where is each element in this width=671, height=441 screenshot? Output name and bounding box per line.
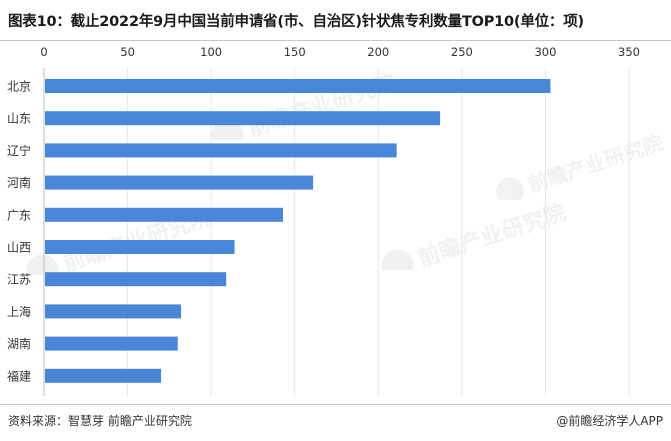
x-tick-label-350: 350 (618, 45, 640, 59)
x-tick-label-300: 300 (534, 45, 556, 59)
y-category-label: 河南 (7, 175, 31, 190)
x-tick-label-150: 150 (284, 45, 306, 59)
bar-北京 (45, 79, 551, 93)
x-tick-label-50: 50 (120, 45, 135, 59)
bar-chart: 0 50 100 150 200 250 300 350 北京山东辽宁河南广东山西江苏上海湖南福… (7, 45, 640, 396)
title-divider (0, 40, 671, 41)
y-category-label: 福建 (7, 368, 31, 383)
source-note: 资料来源：智慧芽 前瞻产业研究院 (8, 414, 192, 428)
brand-credit: @前瞻经济学人APP (556, 412, 663, 429)
bar-广东 (45, 207, 284, 222)
y-category-label: 北京 (7, 80, 31, 94)
x-tick-label-200: 200 (367, 45, 389, 59)
brand-text: @前瞻经济学人APP (556, 414, 663, 428)
bar-辽宁 (45, 143, 397, 158)
bar-江苏 (45, 272, 227, 287)
bar-山西 (45, 240, 235, 254)
bar-湖南 (45, 336, 178, 351)
y-category-label: 江苏 (7, 273, 31, 287)
y-category-label: 辽宁 (7, 143, 31, 158)
y-category-label: 山东 (7, 112, 31, 126)
y-category-label: 广东 (7, 208, 31, 222)
y-category-label: 湖南 (7, 336, 31, 351)
footer-divider (0, 404, 671, 405)
y-category-label: 上海 (7, 304, 31, 319)
x-tick-label-250: 250 (451, 45, 473, 59)
bar-上海 (45, 304, 182, 319)
bar-河南 (45, 175, 314, 190)
x-tick-label-0: 0 (40, 45, 47, 59)
chart-title: 图表10：截止2022年9月中国当前申请省(市、自治区)针状焦专利数量TOP10… (8, 14, 584, 30)
bar-山东 (45, 111, 441, 126)
x-tick-label-100: 100 (200, 45, 222, 59)
bar-福建 (45, 368, 161, 383)
y-category-label: 山西 (7, 241, 31, 255)
